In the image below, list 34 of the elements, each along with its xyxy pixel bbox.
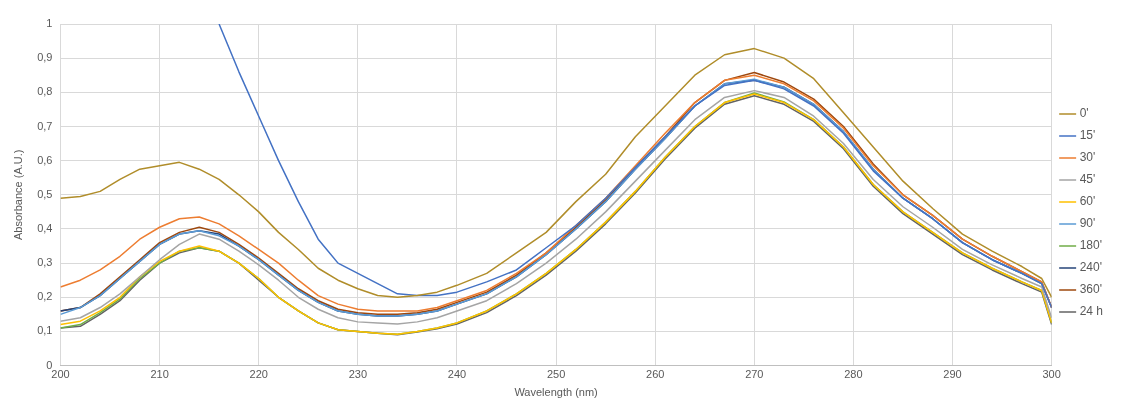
y-tick-label: 0,1 (37, 324, 53, 337)
y-tick-label: 1 (46, 17, 53, 30)
x-tick-label: 200 (51, 368, 70, 381)
legend-label: 0' (1079, 106, 1089, 121)
y-axis-title: Absorbance (A.U.) (11, 149, 24, 241)
x-tick-label: 230 (348, 368, 368, 381)
y-tick-label: 0,6 (37, 153, 53, 166)
x-tick-label: 300 (1042, 368, 1061, 381)
legend-label: 45' (1079, 172, 1096, 187)
x-tick-label: 210 (150, 368, 169, 381)
y-tick-label: 0,2 (37, 290, 53, 303)
x-tick-label: 290 (943, 368, 962, 381)
x-tick-label: 280 (844, 368, 863, 381)
legend-label: 90' (1079, 216, 1096, 231)
x-tick-label: 220 (249, 368, 268, 381)
legend-label: 24 h (1079, 304, 1103, 319)
y-tick-label: 0,3 (37, 256, 53, 269)
x-tick-label: 260 (646, 368, 665, 381)
y-tick-label: 0,7 (37, 119, 53, 132)
x-tick-label: 270 (745, 368, 764, 381)
legend-label: 30' (1079, 150, 1096, 165)
x-axis-title: Wavelength (nm) (514, 386, 598, 399)
x-tick-label: 250 (546, 368, 566, 381)
y-tick-label: 0,5 (37, 187, 53, 200)
y-tick-label: 0,4 (37, 221, 53, 234)
legend-label: 240' (1079, 260, 1102, 275)
y-tick-label: 0 (46, 358, 53, 371)
x-tick-label: 240 (447, 368, 467, 381)
legend-label: 360' (1079, 282, 1102, 297)
legend-label: 60' (1079, 194, 1096, 209)
y-tick-label: 0,8 (37, 85, 53, 98)
y-tick-label: 0,9 (37, 51, 53, 64)
legend-label: 15' (1079, 128, 1096, 143)
legend-label: 180' (1079, 238, 1102, 253)
